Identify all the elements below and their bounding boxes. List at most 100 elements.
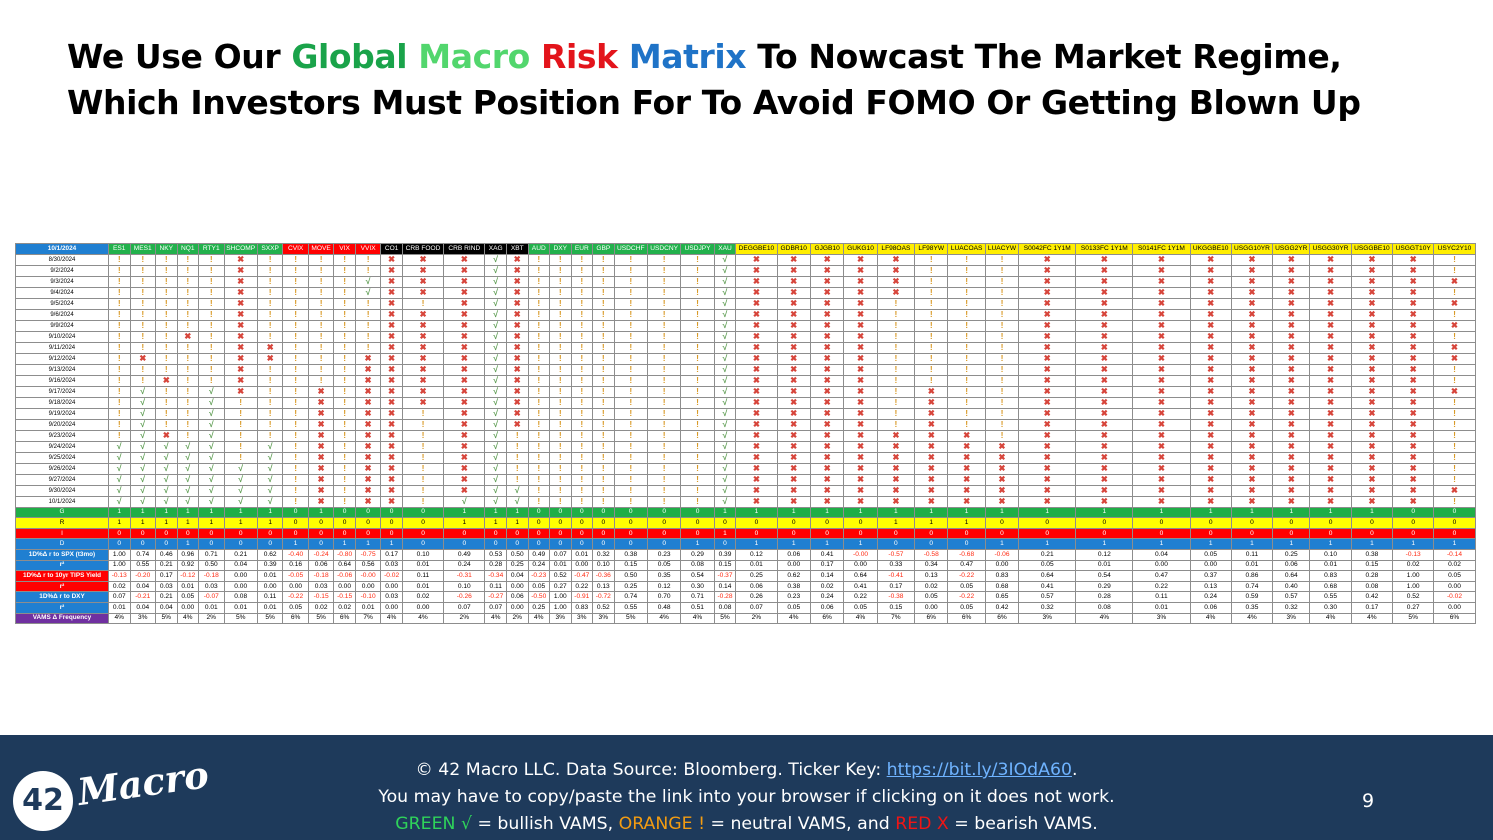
signal-cell: ✖ (735, 418, 778, 431)
exclamation-icon: ! (894, 408, 898, 418)
title-text: We Use Our (67, 37, 292, 76)
check-icon: √ (722, 375, 728, 385)
x-icon: ✖ (892, 452, 900, 462)
signal-cell: ✖ (1230, 462, 1274, 475)
check-icon: √ (140, 397, 146, 407)
exclamation-icon: ! (268, 309, 272, 319)
exclamation-icon: ! (1453, 441, 1456, 451)
ticker-key-link[interactable]: https://bit.ly/3IOdA60 (886, 760, 1072, 780)
stat-value: 0.06 (505, 591, 529, 603)
signal-cell: ✖ (443, 396, 486, 409)
x-icon: ✖ (388, 320, 396, 330)
signal-cell: √ (484, 462, 507, 475)
check-icon: √ (493, 408, 499, 418)
signal-cell: ! (108, 429, 131, 442)
signal-cell: ✖ (1272, 330, 1311, 343)
stat-value: -0.37 (713, 570, 737, 582)
signal-cell: ! (646, 352, 682, 365)
stat-value: 4% (401, 612, 445, 625)
x-icon: ✖ (317, 397, 325, 407)
column-header-gukg10: GUKG10 (843, 243, 878, 255)
signal-cell: ! (947, 396, 986, 409)
exclamation-icon: ! (537, 342, 541, 352)
x-icon: ✖ (388, 441, 396, 451)
signal-cell: ! (176, 396, 200, 409)
signal-cell: √ (713, 352, 737, 365)
signal-cell: ! (333, 462, 356, 475)
vams-legend: GREEN √ = bullish VAMS, ORANGE ! = neutr… (0, 811, 1493, 838)
signal-cell: ! (680, 253, 715, 266)
signal-cell: ✖ (354, 440, 382, 453)
signal-cell: ✖ (354, 418, 382, 431)
regime-value: 0 (1392, 517, 1435, 529)
signal-cell: ✖ (735, 396, 778, 409)
exclamation-icon: ! (580, 375, 584, 385)
signal-cell: ✖ (1189, 462, 1232, 475)
exclamation-icon: ! (164, 254, 168, 264)
signal-cell: ✖ (1075, 462, 1134, 475)
x-icon: ✖ (419, 331, 427, 341)
check-icon: √ (493, 320, 499, 330)
exclamation-icon: ! (1453, 419, 1456, 429)
signal-cell: ✖ (505, 275, 529, 288)
stat-value: 6% (809, 612, 845, 625)
stat-value: 0.49 (527, 548, 551, 561)
stat-value: 0.96 (176, 548, 200, 561)
exclamation-icon: ! (319, 254, 323, 264)
signal-cell: ✖ (776, 286, 811, 299)
signal-cell: ✖ (505, 363, 529, 376)
signal-cell: √ (713, 264, 737, 277)
exclamation-icon: ! (1453, 364, 1456, 374)
exclamation-icon: ! (580, 320, 584, 330)
signal-cell: ✖ (1189, 297, 1232, 310)
exclamation-icon: ! (186, 276, 190, 286)
stat-value: 0.50 (613, 570, 648, 582)
signal-cell: ! (680, 352, 715, 365)
stat-value: 5% (613, 612, 648, 625)
signal-cell: ! (108, 374, 131, 387)
x-icon: ✖ (752, 441, 760, 451)
exclamation-icon: ! (662, 320, 666, 330)
x-icon: ✖ (460, 375, 468, 385)
exclamation-icon: ! (662, 309, 666, 319)
x-icon: ✖ (1368, 485, 1376, 495)
signal-cell: ! (307, 363, 335, 376)
slide-title: We Use Our Global Macro Risk Matrix To N… (67, 34, 1467, 126)
regime-value: 0 (256, 527, 284, 540)
regime-value: 0 (108, 527, 131, 540)
signal-cell: ! (108, 286, 131, 299)
stat-value: 4% (1075, 612, 1134, 625)
signal-cell: ✖ (809, 451, 845, 464)
exclamation-icon: ! (601, 254, 605, 264)
stat-value: -0.22 (282, 591, 309, 603)
exclamation-icon: ! (186, 408, 190, 418)
signal-cell: ✖ (1392, 297, 1435, 310)
stat-value: -0.22 (947, 570, 986, 582)
signal-cell: ! (680, 484, 715, 497)
signal-cell: ! (282, 297, 309, 310)
exclamation-icon: ! (580, 474, 584, 484)
stat-value: 0.00 (776, 559, 811, 572)
signal-cell: ! (570, 396, 594, 409)
regime-value: 0 (333, 517, 356, 529)
exclamation-icon: ! (1453, 496, 1456, 506)
signal-cell: ! (527, 275, 551, 288)
signal-cell: ! (176, 253, 200, 266)
stat-value: 0.02 (307, 601, 335, 614)
x-icon: ✖ (856, 276, 865, 286)
x-icon: ✖ (388, 485, 396, 495)
signal-cell: ✖ (1272, 264, 1311, 277)
exclamation-icon: ! (117, 298, 121, 308)
signal-row: 9/5/2024!!!!! ✖!!!!! ✖! ✖ √ ✖!!!!!!! √ ✖ ✖ ✖ ✖!!!!… (15, 297, 1476, 310)
x-icon: ✖ (927, 474, 935, 484)
x-icon: ✖ (1450, 320, 1459, 330)
exclamation-icon: ! (696, 254, 699, 264)
exclamation-icon: ! (239, 408, 243, 418)
signal-cell: ! (176, 429, 200, 442)
x-icon: ✖ (856, 320, 865, 330)
x-icon: ✖ (1327, 474, 1335, 484)
signal-cell: ! (505, 462, 529, 475)
exclamation-icon: ! (601, 309, 605, 319)
signal-cell: ✖ (843, 473, 878, 486)
stat-value: 0.83 (1309, 570, 1352, 582)
